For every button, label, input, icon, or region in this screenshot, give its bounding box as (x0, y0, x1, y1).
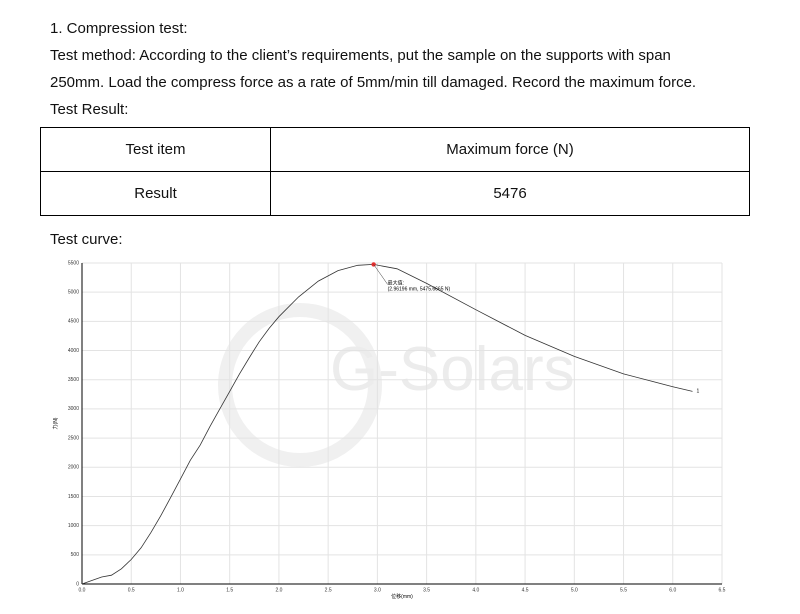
x-tick-label: 4.0 (472, 587, 479, 593)
x-tick-label: 1.5 (226, 587, 233, 593)
label: Test curve: (50, 231, 123, 248)
y-tick-label: 4000 (68, 348, 79, 354)
table-row: Test item Maximum force (N) (40, 127, 750, 172)
table-row: Result 5476 (40, 171, 750, 216)
watermark: G-Solars (330, 335, 575, 404)
y-tick-label: 1500 (68, 494, 79, 500)
result-table: Test item Maximum force (N) Result 5476 (40, 127, 750, 216)
y-tick-label: 0 (76, 581, 79, 587)
x-tick-label: 5.0 (571, 587, 578, 593)
curve-end-label: 1 (696, 389, 699, 395)
annotation: (2.96196 mm, 5475.6665 N) (388, 286, 451, 292)
x-tick-label: 2.5 (325, 587, 332, 593)
y-tick-label: 5500 (68, 260, 79, 266)
y-tick-label: 1000 (68, 523, 79, 529)
x-tick-label: 1.0 (177, 587, 184, 593)
annotation-title: 最大值: (388, 279, 404, 286)
table-cell: Result (40, 171, 271, 216)
x-tick-label: 2.0 (275, 587, 282, 593)
y-tick-label: 500 (71, 552, 80, 558)
y-tick-label: 2000 (68, 465, 79, 471)
x-tick-label: 6.5 (719, 587, 726, 593)
y-tick-label: 2500 (68, 435, 79, 441)
x-tick-label: 5.5 (620, 587, 627, 593)
leader-line (373, 264, 388, 285)
table-cell: Maximum force (N) (270, 127, 750, 172)
y-tick-label: 3500 (68, 377, 79, 383)
x-tick-label: 4.5 (522, 587, 529, 593)
x-tick-label: 3.0 (374, 587, 381, 593)
chart: G-Solars 0 500 1000 1500 2000 2500 3000 3500 400… (52, 260, 726, 600)
paragraph: 250mm. Load the compress force as a rate… (50, 74, 697, 91)
x-tick-label: 0.5 (128, 587, 135, 593)
x-tick-label: 3.5 (423, 587, 430, 593)
x-tick-label: 0.0 (79, 587, 86, 593)
curve (81, 263, 693, 585)
y-tick-label: 3000 (68, 406, 79, 412)
y-tick-label: 4500 (68, 319, 79, 325)
y-axis-label: 力(N) (52, 417, 59, 429)
heading: 1. Compression test: (50, 20, 188, 37)
paragraph: Test method: According to the client’s r… (50, 47, 671, 64)
table-cell: 5476 (270, 171, 750, 216)
x-axis-label: 位移(mm) (391, 593, 413, 600)
label: Test Result: (50, 101, 129, 118)
y-tick-label: 5000 (68, 290, 79, 296)
table-cell: Test item (40, 127, 271, 172)
max-point (371, 262, 376, 267)
watermark-logo (218, 303, 382, 467)
x-tick-label: 6.0 (669, 587, 676, 593)
